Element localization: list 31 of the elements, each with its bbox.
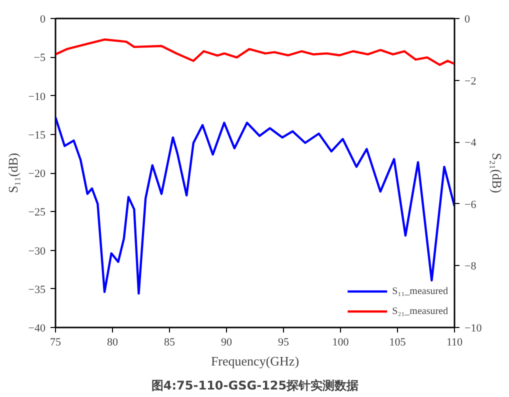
y-tick-label: −5 [34,52,46,64]
y-axis-title: S₁₁(dB) [5,152,20,194]
y-tick-label: −40 [28,322,46,334]
x-axis-title: Frequency(GHz) [210,354,300,368]
line-series [56,116,454,295]
y-tick-label: −10 [28,90,46,103]
y-tick-label: −30 [28,245,46,258]
y-tick-label: 0 [40,14,46,26]
legend-label: S₂₁_measured [392,306,448,316]
y-tick-label: −35 [28,284,46,296]
x-tick-label: 100 [332,336,350,348]
y2-tick-label: −8 [464,260,477,273]
x-tick-label: 110 [446,336,464,348]
x-tick-label: 95 [278,336,290,348]
x-tick-label: 90 [221,336,232,348]
x-tick-label: 80 [107,336,118,348]
y2-tick-label: −6 [464,198,477,211]
y-tick-label: −15 [28,129,46,142]
y2-axis-title: S₂₁(dB) [490,152,505,194]
line-series [56,38,454,66]
x-tick-label: 105 [389,336,406,348]
y-tick-label: −25 [28,206,46,219]
y2-tick-label: −4 [464,137,477,150]
y-tick-label: −20 [28,168,46,180]
x-tick-label: 75 [50,336,62,348]
x-tick-label: 85 [164,336,176,348]
y2-tick-label: 0 [464,14,470,26]
y2-tick-label: −2 [464,75,476,88]
legend-label: S₁₁_measured [392,286,448,296]
caption: 图4:75-110-GSG-125探针实测数据 [151,378,359,392]
y2-tick-label: −10 [464,322,482,334]
